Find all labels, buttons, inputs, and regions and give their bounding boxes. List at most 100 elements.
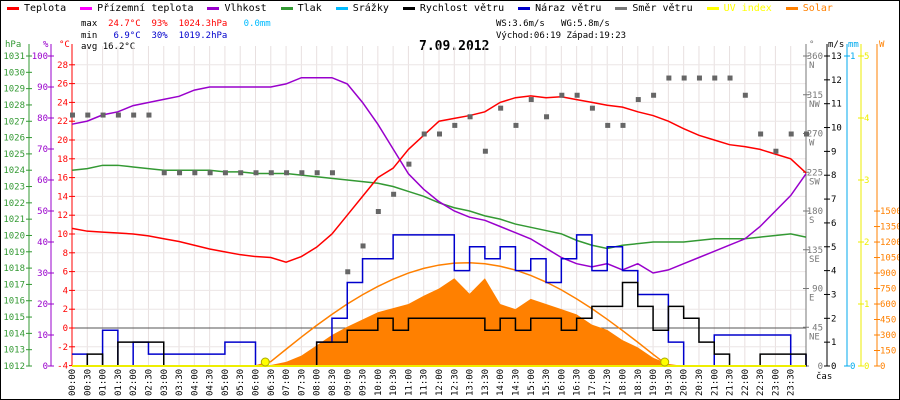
direction-axis-tick-label: 45 — [812, 323, 823, 333]
direction-axis-tick-label: 90 — [812, 285, 823, 295]
x-tick-label: 01:00 — [99, 369, 109, 396]
pressure-line — [71, 164, 807, 250]
wind-direction-point — [161, 170, 167, 176]
legend-item: Náraz větru — [518, 3, 601, 14]
hpa-axis-tick-label: 1018 — [3, 264, 25, 274]
min-press: 1019.2hPa — [178, 31, 228, 41]
celsius-axis-tick-label: 4 — [63, 286, 68, 296]
x-tick-label: 06:30 — [267, 369, 277, 396]
x-tick-label: 11:30 — [420, 369, 430, 396]
x-tick-label: 11:00 — [404, 369, 414, 396]
ms-axis-tick-label: 0 — [831, 362, 836, 372]
wind-direction-point — [299, 170, 305, 176]
direction-axis-tick-label: 135 — [807, 246, 823, 256]
legend-label: UV index — [723, 3, 772, 14]
hpa-axis-tick-label: 1024 — [3, 166, 25, 176]
hpa-axis-tick-label: 1022 — [3, 199, 25, 209]
x-tick-label: 21:00 — [710, 369, 720, 396]
celsius-axis-tick-label: 20 — [57, 136, 68, 146]
x-tick-label: 15:30 — [542, 369, 552, 396]
percent-axis-tick-label: 100 — [32, 52, 48, 62]
sunrise: Východ:06:19 — [496, 31, 562, 41]
wind-direction-point — [375, 209, 381, 214]
stats-max: max 24.7°C 93% 1024.3hPa 0.0mm — [81, 19, 271, 29]
axis-unit: m/s — [828, 40, 844, 50]
celsius-axis-tick-label: -2 — [57, 343, 68, 353]
celsius-axis-tick-label: 2 — [63, 305, 68, 315]
axis-unit: W — [879, 40, 885, 50]
ms-axis-tick-label: 10 — [831, 124, 842, 134]
uv-axis-tick-label: 4 — [864, 114, 869, 124]
sun-marker — [260, 357, 270, 367]
legend-label: Směr větru — [632, 3, 693, 14]
hpa-axis-tick-label: 1031 — [3, 52, 25, 62]
x-tick-label: 07:00 — [282, 369, 292, 396]
watt-axis-tick-label: 1050 — [880, 254, 899, 264]
max-hum: 93% — [151, 19, 168, 29]
uv-axis-tick-label: 3 — [864, 176, 869, 186]
celsius-axis-tick-label: 12 — [57, 211, 68, 221]
x-tick-label: 04:00 — [190, 369, 200, 396]
wind-direction-point — [421, 131, 427, 137]
x-tick-label: 09:30 — [359, 369, 369, 396]
celsius-axis-tick-label: 6 — [63, 268, 68, 278]
min-hum: 30% — [151, 31, 168, 41]
wind-direction-point — [131, 112, 137, 118]
watt-axis-tick-label: 0 — [880, 362, 885, 372]
wind-direction-point — [253, 170, 259, 176]
ms-axis-tick-label: 12 — [831, 76, 842, 86]
celsius-axis-tick-label: 26 — [57, 80, 68, 90]
rain-total: 0.0mm — [243, 19, 271, 29]
ms-axis-tick-label: 1 — [831, 338, 836, 348]
wind-direction-point — [727, 75, 733, 81]
direction-axis-tick-label: 315 — [807, 91, 823, 101]
hpa-axis-tick-label: 1017 — [3, 280, 25, 290]
x-tick-label: 10:30 — [389, 369, 399, 396]
wind-direction-point — [651, 92, 657, 98]
wind-direction-point — [513, 122, 519, 128]
legend-item: Přízemní teplota — [80, 3, 193, 14]
x-tick-label: 20:00 — [680, 369, 690, 396]
wind-direction-point — [605, 122, 611, 128]
percent-axis-tick-label: 30 — [37, 269, 48, 279]
x-tick-label: 19:00 — [649, 369, 659, 396]
x-tick-label: 15:00 — [527, 369, 537, 396]
wind-direction-point — [559, 92, 565, 98]
direction-label: S — [809, 216, 814, 226]
percent-axis-tick-label: 50 — [37, 207, 48, 217]
legend: Teplota Přízemní teplota Vlhkost Tlak Srážky… — [7, 3, 833, 14]
legend-label: Rychlost větru — [419, 3, 505, 14]
percent-axis-tick-label: 40 — [37, 238, 48, 248]
wind-direction-point — [406, 161, 412, 167]
sun-marker — [660, 357, 670, 367]
wind-direction-point — [528, 97, 534, 103]
temperature-line — [71, 95, 807, 263]
percent-axis-tick-label: 90 — [37, 83, 48, 93]
direction-label: E — [809, 294, 814, 304]
wind-direction-point — [788, 131, 794, 137]
ms-axis-tick-label: 11 — [831, 100, 842, 110]
wind-direction-point — [268, 170, 274, 176]
hpa-axis-tick-label: 1030 — [3, 68, 25, 78]
wind-direction-point — [620, 122, 626, 128]
x-axis-label: čas — [816, 371, 832, 382]
direction-axis-tick-label: 180 — [807, 207, 823, 217]
wind-direction-point — [146, 112, 152, 118]
uv-axis-tick-label: 5 — [864, 52, 869, 62]
x-tick-label: 16:00 — [557, 369, 567, 396]
hpa-axis-tick-label: 1027 — [3, 117, 25, 127]
x-tick-label: 08:00 — [313, 369, 323, 396]
watt-axis-tick-label: 450 — [880, 316, 896, 326]
hpa-axis-tick-label: 1015 — [3, 313, 25, 323]
legend-label: Srážky — [352, 3, 389, 14]
x-tick-label: 05:30 — [236, 369, 246, 396]
wind-direction-point — [70, 112, 75, 118]
legend-item: Směr větru — [615, 3, 693, 14]
hpa-axis-tick-label: 1019 — [3, 248, 25, 258]
legend-item: Vlhkost — [207, 3, 267, 14]
solar-theoretical-line — [255, 261, 669, 367]
celsius-axis-tick-label: 14 — [57, 192, 68, 202]
celsius-axis-tick-label: 22 — [57, 117, 68, 127]
hpa-axis-tick-label: 1012 — [3, 362, 25, 372]
wind-direction-point — [329, 170, 335, 176]
